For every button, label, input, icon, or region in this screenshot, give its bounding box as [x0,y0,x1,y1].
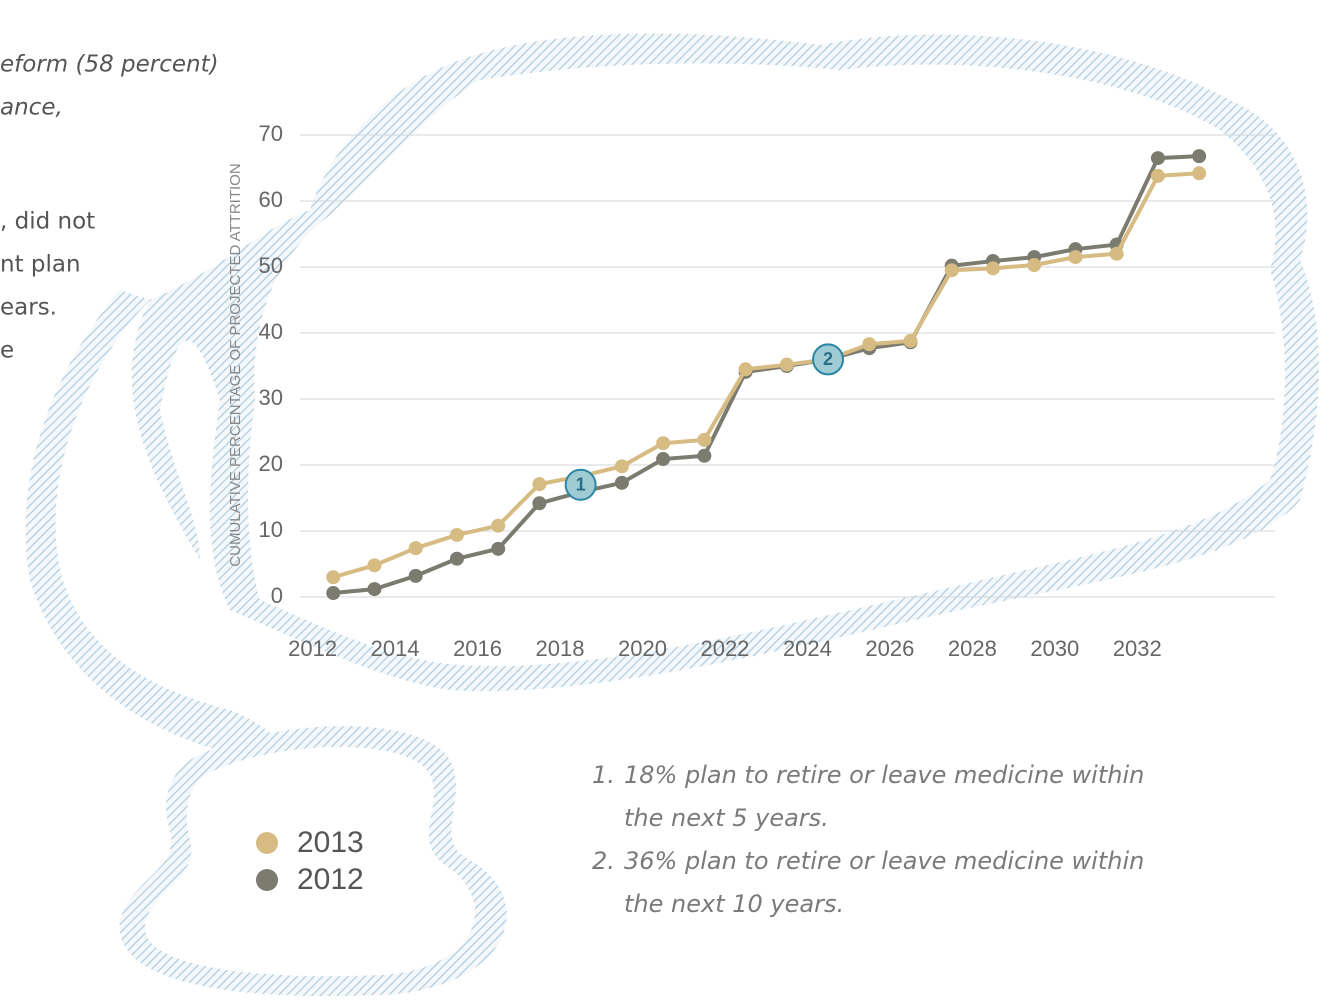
legend: 2013 2012 [256,826,364,896]
footnote-marker: 2. [592,847,615,875]
data-point [408,541,423,556]
side-text-line: ance, [0,95,63,121]
legend-label: 2013 [297,826,364,859]
cloud-background [131,33,1319,692]
y-tick-label: 20 [259,451,283,476]
annotation-marker [812,343,845,376]
x-tick-label: 2020 [618,636,667,661]
side-text-line: nt plan [0,252,81,278]
footnote-line: the next 5 years. [624,804,829,832]
side-text-line: e [0,338,14,364]
footnote-line: 18% plan to retire or leave medicine wit… [624,761,1144,789]
data-point [491,541,506,556]
side-text-line: , did not [0,209,95,235]
x-tick-label: 2022 [700,636,749,661]
data-point [1027,258,1042,273]
side-text: eform (58 percent) ance, , did not nt plan e… [0,52,219,364]
data-point [1192,149,1207,164]
data-point [367,558,382,573]
legend-swatch [256,869,278,891]
data-point [1150,151,1165,166]
legend-cloud-inner [144,746,476,977]
side-text-line: ears. [0,295,57,321]
annotation-label: 1 [576,475,586,495]
x-tick-label: 2016 [453,636,502,661]
data-point [1192,166,1207,181]
annotation-marker [564,468,597,501]
data-point [656,452,671,467]
data-point [491,518,506,533]
x-tick-label: 2014 [371,636,420,661]
cloud-tail [25,290,282,760]
x-tick-label: 2026 [865,636,914,661]
data-point [656,436,671,451]
data-point [862,337,877,352]
data-point [449,527,464,542]
x-tick-label: 2024 [783,636,832,661]
x-tick-label: 2018 [536,636,585,661]
data-point [697,448,712,463]
y-tick-label: 10 [259,517,283,542]
data-point [738,362,753,377]
y-axis-title: CUMULATIVE PERCENTAGE OF PROJECTED ATTRI… [227,163,244,566]
data-point [367,582,382,597]
data-point [614,459,629,474]
legend-label: 2012 [297,863,364,896]
data-point [903,333,918,348]
data-point [697,432,712,447]
series-line [333,154,1200,596]
data-point [1068,250,1083,265]
y-tick-label: 50 [259,253,283,278]
side-text-line: eform (58 percent) [0,52,219,78]
data-point [326,570,341,585]
data-point [1109,246,1124,261]
footnote-line: 36% plan to retire or leave medicine wit… [624,847,1144,875]
data-point [532,477,547,492]
footnotes: 1. 18% plan to retire or leave medicine w… [592,761,1144,918]
data-point [614,475,629,490]
y-tick-label: 0 [271,583,283,608]
y-tick-label: 30 [259,385,283,410]
x-tick-label: 2030 [1030,636,1079,661]
series-line [332,171,1200,580]
data-point [779,357,794,372]
y-tick-label: 60 [259,187,283,212]
x-tick-label: 2028 [948,636,997,661]
x-tick-label: 2032 [1113,636,1162,661]
footnote-marker: 1. [592,761,615,789]
footnote-line: the next 10 years. [624,890,844,918]
data-point [532,496,547,511]
plot: 12 [326,149,1207,601]
x-tick-label: 2012 [288,636,337,661]
data-point [1150,168,1165,183]
data-point [408,568,423,583]
y-tick-label: 40 [259,319,283,344]
data-point [944,263,959,278]
data-point [326,586,341,601]
y-tick-label: 70 [259,121,283,146]
annotation-label: 2 [823,349,833,369]
data-point [985,261,1000,276]
data-point [449,551,464,566]
legend-swatch [256,832,278,854]
